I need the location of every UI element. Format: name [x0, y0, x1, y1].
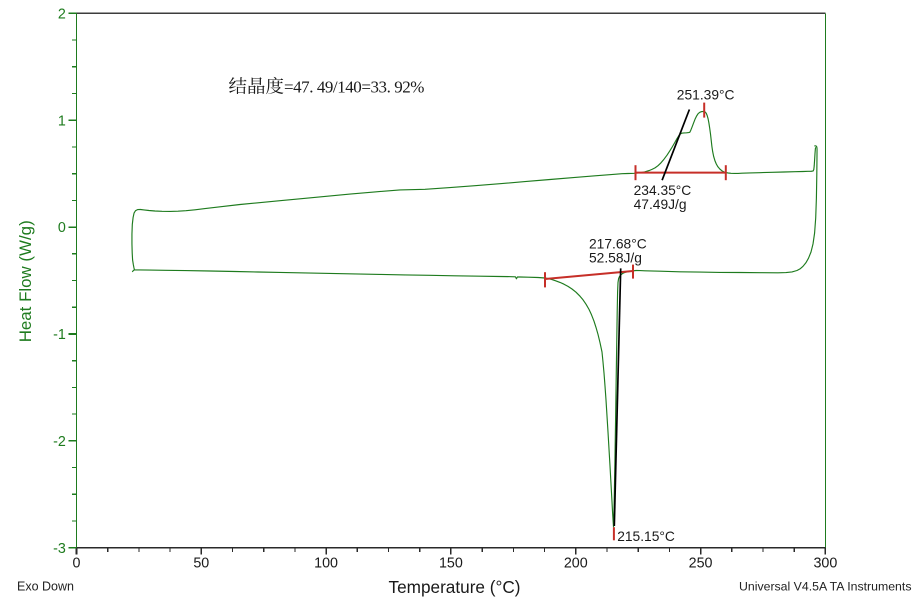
svg-text:Heat Flow (W/g): Heat Flow (W/g) — [16, 220, 35, 342]
svg-text:Temperature (°C): Temperature (°C) — [389, 577, 521, 597]
svg-text:-1: -1 — [53, 327, 66, 343]
svg-text:100: 100 — [314, 556, 338, 572]
svg-text:2: 2 — [58, 7, 66, 23]
svg-text:250: 250 — [689, 556, 713, 572]
svg-text:Universal V4.5A TA Instruments: Universal V4.5A TA Instruments — [739, 580, 911, 594]
svg-text:234.35°C: 234.35°C — [634, 183, 692, 198]
svg-text:217.68°C: 217.68°C — [589, 237, 647, 252]
svg-text:1: 1 — [58, 113, 66, 129]
svg-text:-2: -2 — [53, 434, 66, 450]
svg-text:=47. 49/140=33. 92%: =47. 49/140=33. 92% — [284, 78, 424, 97]
svg-text:200: 200 — [564, 556, 588, 572]
svg-text:Exo Down: Exo Down — [17, 579, 74, 593]
svg-text:52.58J/g: 52.58J/g — [589, 250, 642, 265]
svg-text:50: 50 — [193, 556, 209, 572]
svg-text:0: 0 — [73, 556, 81, 572]
svg-text:251.39°C: 251.39°C — [677, 88, 735, 103]
svg-text:215.15°C: 215.15°C — [617, 529, 675, 544]
svg-text:150: 150 — [439, 556, 463, 572]
svg-text:300: 300 — [813, 556, 837, 572]
svg-text:47.49J/g: 47.49J/g — [634, 197, 687, 212]
svg-text:-3: -3 — [53, 541, 66, 557]
svg-text:0: 0 — [58, 220, 66, 236]
